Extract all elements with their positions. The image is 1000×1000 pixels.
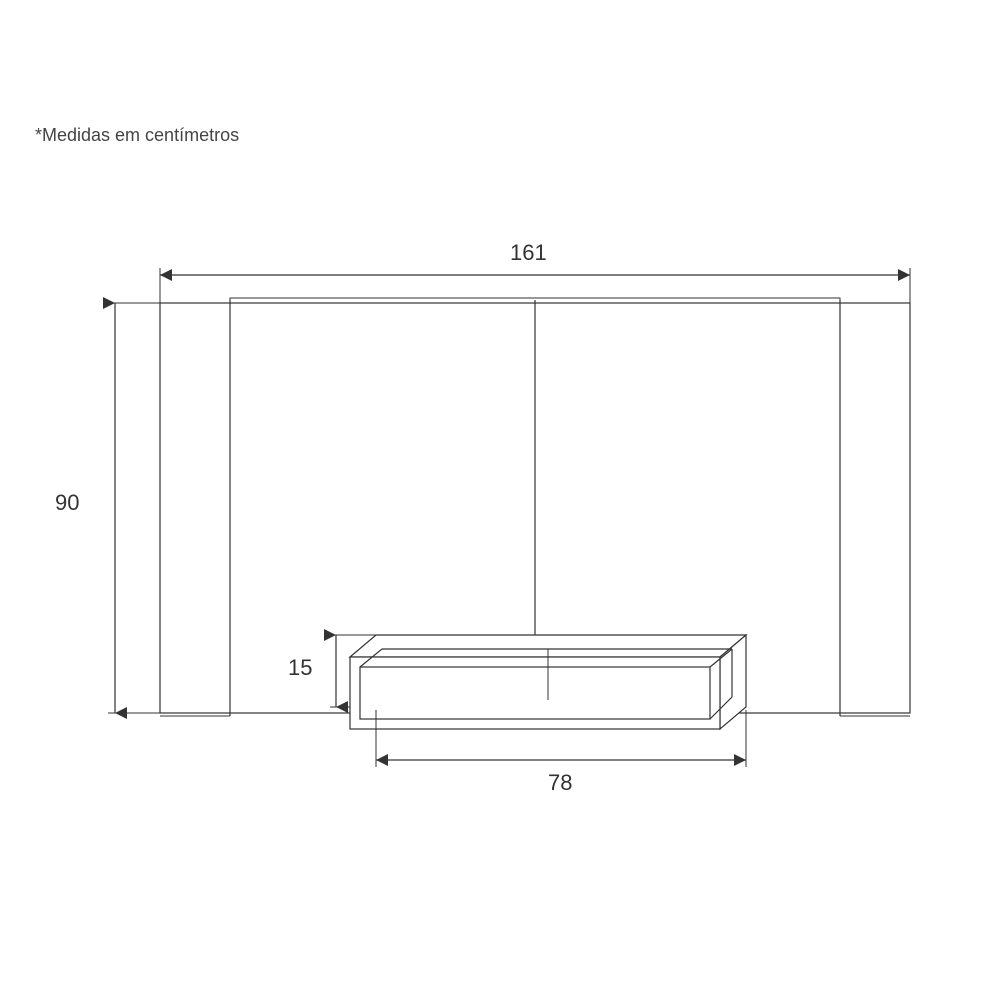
shelf-box: [350, 635, 746, 729]
label-width: 161: [510, 240, 547, 266]
diagram-svg: [0, 0, 1000, 1000]
label-shelf-width: 78: [548, 770, 572, 796]
dim-height: [108, 303, 160, 713]
label-shelf-height: 15: [288, 655, 312, 681]
label-height: 90: [55, 490, 79, 516]
